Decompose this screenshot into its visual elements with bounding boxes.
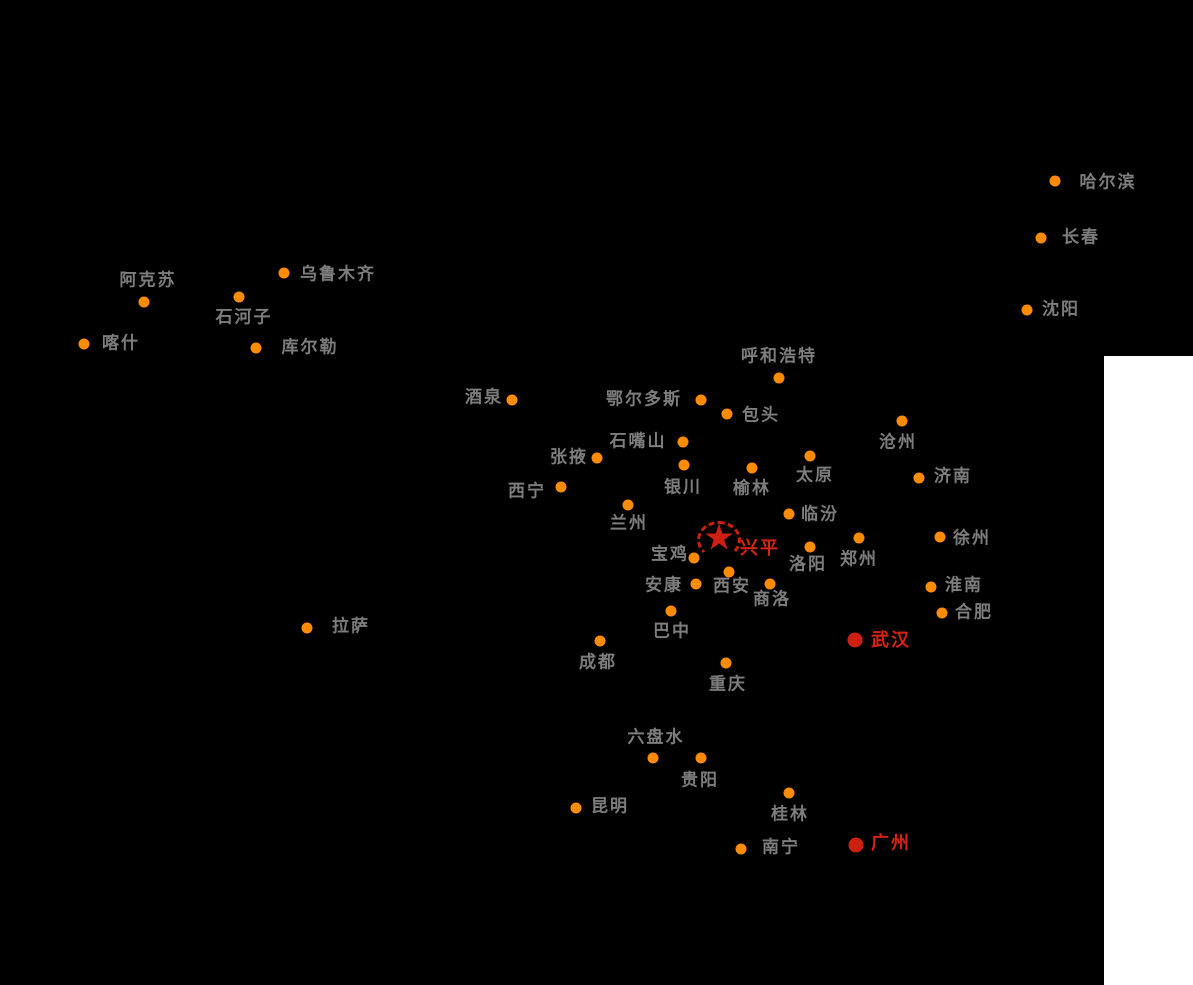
city-dot[interactable] [690, 578, 702, 590]
city-label: 石河子 [215, 307, 273, 328]
city-label: 长春 [1062, 227, 1100, 248]
city-dot[interactable] [896, 415, 908, 427]
city-dot[interactable] [591, 452, 603, 464]
city-label: 淮南 [945, 575, 983, 596]
city-label: 阿克苏 [119, 270, 177, 291]
city-dot[interactable] [570, 802, 582, 814]
city-dot[interactable] [853, 532, 865, 544]
city-dot[interactable] [647, 752, 659, 764]
city-dot[interactable] [723, 566, 735, 578]
city-label: 武汉 [871, 630, 911, 651]
city-label: 张掖 [550, 447, 588, 468]
city-label: 兴平 [740, 538, 780, 559]
city-dot[interactable] [138, 296, 150, 308]
capital-dashed-ring [697, 521, 741, 559]
city-dot[interactable] [78, 338, 90, 350]
city-dot[interactable] [688, 552, 700, 564]
city-dot[interactable] [720, 657, 732, 669]
city-label: 石嘴山 [609, 431, 667, 452]
city-dot[interactable] [721, 408, 733, 420]
city-label: 鄂尔多斯 [606, 389, 682, 410]
city-label: 六盘水 [627, 727, 685, 748]
city-dot[interactable] [735, 843, 747, 855]
city-label: 喀什 [102, 333, 140, 354]
city-label: 临汾 [801, 504, 839, 525]
city-label: 沈阳 [1042, 299, 1080, 320]
city-label: 西宁 [508, 481, 546, 502]
city-label: 沧州 [879, 432, 917, 453]
city-dot[interactable] [678, 459, 690, 471]
major-city-dot[interactable] [848, 837, 864, 853]
city-label: 重庆 [709, 674, 747, 695]
city-dot[interactable] [677, 436, 689, 448]
city-label: 昆明 [591, 796, 629, 817]
city-label: 桂林 [771, 804, 809, 825]
city-label: 太原 [796, 465, 834, 486]
city-label: 库尔勒 [281, 337, 339, 358]
city-label: 商洛 [753, 589, 791, 610]
city-dot[interactable] [936, 607, 948, 619]
city-dot[interactable] [925, 581, 937, 593]
city-dot[interactable] [934, 531, 946, 543]
city-dot[interactable] [804, 450, 816, 462]
city-label: 宝鸡 [651, 544, 689, 565]
city-dot[interactable] [764, 578, 776, 590]
city-dot[interactable] [1049, 175, 1061, 187]
city-dot[interactable] [555, 481, 567, 493]
city-dot[interactable] [773, 372, 785, 384]
city-label: 南宁 [762, 837, 800, 858]
city-label: 西安 [713, 576, 751, 597]
city-label: 贵阳 [681, 770, 719, 791]
city-dot[interactable] [783, 508, 795, 520]
city-label: 广州 [871, 833, 911, 854]
city-dot[interactable] [695, 752, 707, 764]
city-dot[interactable] [913, 472, 925, 484]
city-label: 成都 [579, 652, 617, 673]
city-label: 银川 [664, 477, 702, 498]
city-dot[interactable] [783, 787, 795, 799]
city-label: 徐州 [953, 528, 991, 549]
city-dot[interactable] [506, 394, 518, 406]
city-dot[interactable] [804, 541, 816, 553]
city-dot[interactable] [665, 605, 677, 617]
major-city-dot[interactable] [847, 632, 863, 648]
canvas-gap [1104, 356, 1193, 985]
city-dot[interactable] [301, 622, 313, 634]
city-dot[interactable] [250, 342, 262, 354]
city-label: 哈尔滨 [1079, 172, 1137, 193]
city-label: 洛阳 [789, 554, 827, 575]
city-dot[interactable] [695, 394, 707, 406]
city-label: 合肥 [955, 602, 993, 623]
city-dot[interactable] [622, 499, 634, 511]
city-label: 巴中 [653, 621, 691, 642]
city-label: 兰州 [610, 513, 648, 534]
city-dot[interactable] [594, 635, 606, 647]
city-dot[interactable] [233, 291, 245, 303]
city-label: 呼和浩特 [741, 346, 817, 367]
city-dot[interactable] [746, 462, 758, 474]
city-label: 济南 [934, 466, 972, 487]
city-dot[interactable] [1035, 232, 1047, 244]
city-dot[interactable] [1021, 304, 1033, 316]
city-label: 酒泉 [465, 387, 503, 408]
city-label: 乌鲁木齐 [300, 264, 376, 285]
city-dot[interactable] [278, 267, 290, 279]
city-label: 安康 [645, 575, 683, 596]
city-label: 拉萨 [332, 616, 370, 637]
city-label: 包头 [742, 405, 780, 426]
capital-star-icon[interactable]: ★ [702, 517, 736, 559]
city-label: 郑州 [840, 549, 878, 570]
city-label: 榆林 [733, 478, 771, 499]
